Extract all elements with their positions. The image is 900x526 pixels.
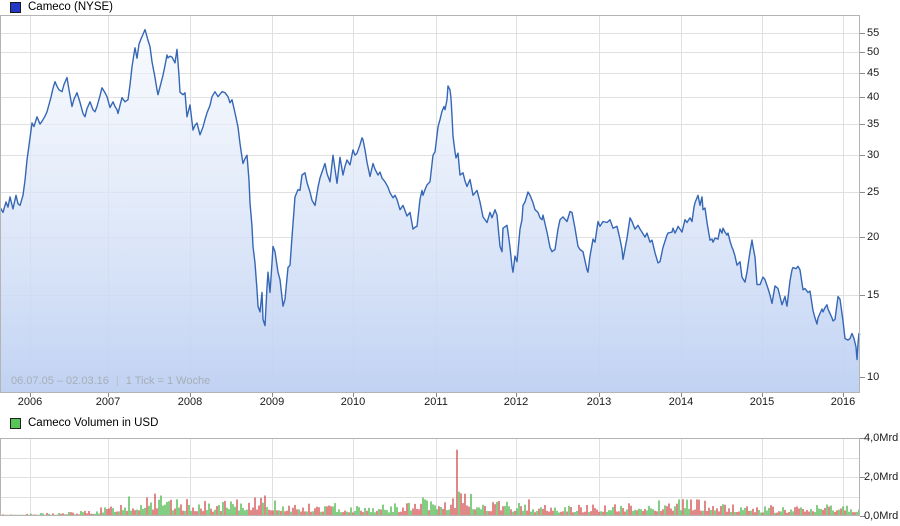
year-label-2014: 2014 <box>668 396 694 408</box>
price-legend: Cameco (NYSE) <box>10 1 113 13</box>
footnote-separator: | <box>115 375 119 387</box>
year-label-2009: 2009 <box>259 396 285 408</box>
year-label-2013: 2013 <box>586 396 612 408</box>
price-tick-label-10: 10 <box>867 371 880 383</box>
year-label-2011: 2011 <box>424 396 448 408</box>
volume-legend: Cameco Volumen in USD <box>10 417 158 429</box>
price-tick-label-15: 15 <box>867 289 880 301</box>
price-tick-label-25: 25 <box>867 186 880 198</box>
price-tick-label-20: 20 <box>867 231 880 243</box>
year-label-2015: 2015 <box>749 396 775 408</box>
price-tick-label-45: 45 <box>867 67 880 79</box>
price-legend-label: Cameco (NYSE) <box>28 1 113 13</box>
price-tick-label-55: 55 <box>867 27 880 39</box>
date-range-note: 06.07.05 – 02.03.16 | 1 Tick = 1 Woche <box>11 375 210 387</box>
year-label-2012: 2012 <box>503 396 529 408</box>
date-range-text: 06.07.05 – 02.03.16 <box>11 375 109 387</box>
year-label-2010: 2010 <box>340 396 366 408</box>
price-tick-label-40: 40 <box>867 91 880 103</box>
volume-tick-label: 4,0Mrd <box>864 432 899 444</box>
price-tick-label-50: 50 <box>867 46 880 58</box>
volume-tick-label: 0,0Mrd <box>864 510 899 522</box>
year-label-2008: 2008 <box>177 396 203 408</box>
volume-tick-label: 2,0Mrd <box>864 471 899 483</box>
year-label-2007: 2007 <box>95 396 121 408</box>
price-legend-swatch-icon <box>10 1 21 13</box>
price-tick-label-30: 30 <box>867 149 880 161</box>
year-label-2016: 2016 <box>830 396 856 408</box>
price-tick-label-35: 35 <box>867 118 880 130</box>
volume-legend-label: Cameco Volumen in USD <box>28 417 159 429</box>
tick-interval-text: 1 Tick = 1 Woche <box>125 375 211 387</box>
year-label-2006: 2006 <box>17 396 43 408</box>
volume-legend-swatch-icon <box>10 417 21 429</box>
